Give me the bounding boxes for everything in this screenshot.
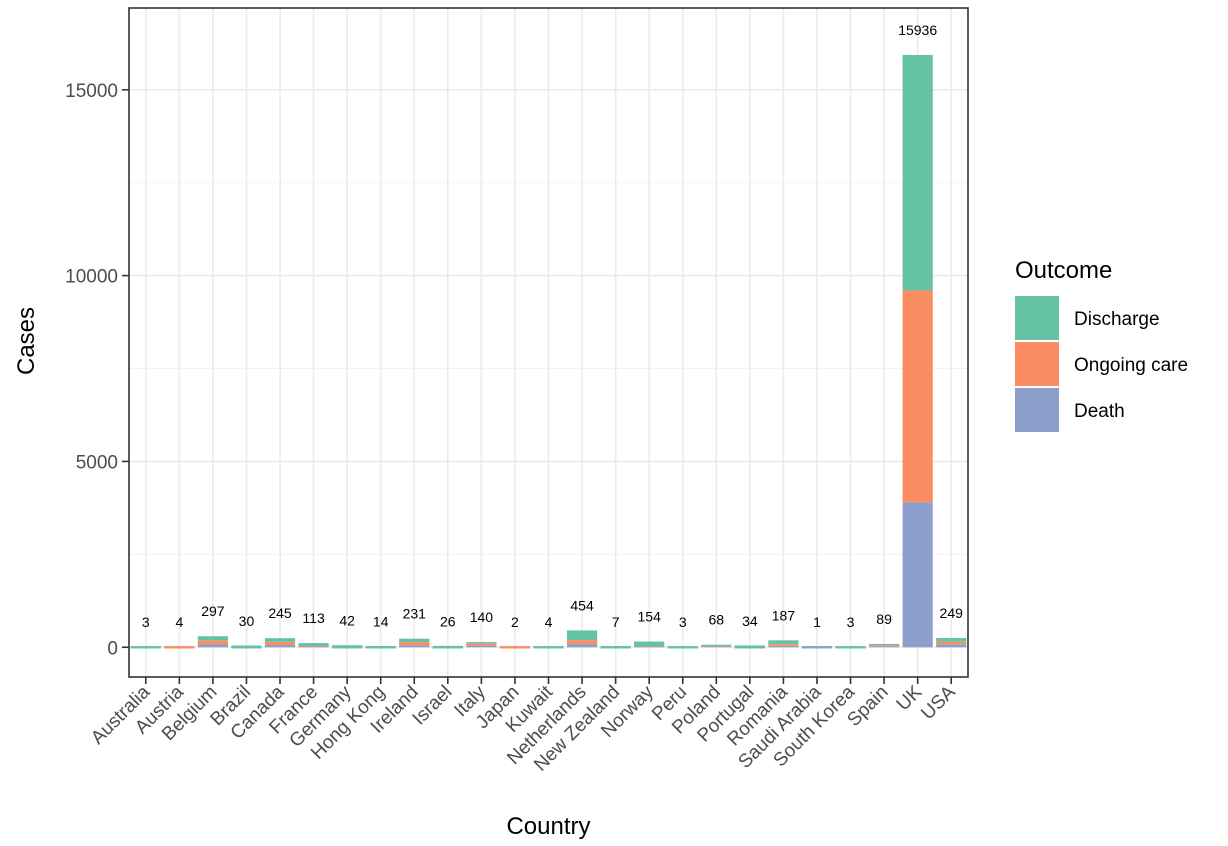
bar-romania-ongoing-care <box>768 643 799 646</box>
bar-norway-discharge <box>634 641 665 647</box>
x-tick-label: USA <box>917 681 960 724</box>
bar-italy-discharge <box>466 642 497 644</box>
legend: Outcome Discharge Ongoing care Death <box>1015 257 1188 432</box>
data-label: 154 <box>638 609 662 625</box>
data-label: 68 <box>709 612 725 628</box>
data-label: 4 <box>175 614 183 630</box>
data-label: 89 <box>876 611 892 627</box>
bar-baseline-south-korea <box>835 646 866 649</box>
data-label: 30 <box>239 613 255 629</box>
legend-key <box>1015 296 1059 340</box>
data-label: 7 <box>612 614 620 630</box>
data-label: 4 <box>545 614 553 630</box>
legend-title: Outcome <box>1015 257 1112 284</box>
y-tick-label: 5000 <box>76 452 118 473</box>
bar-usa-ongoing-care <box>936 641 967 645</box>
bar-belgium-ongoing-care <box>197 640 229 645</box>
bar-spain-discharge <box>868 643 900 646</box>
bar-baseline-saudi-arabia <box>801 646 833 649</box>
bar-baseline-germany <box>332 646 363 649</box>
data-label: 42 <box>339 613 355 629</box>
bar-canada-death <box>264 645 296 648</box>
data-label: 15936 <box>898 22 937 38</box>
bar-netherlands-ongoing-care <box>566 640 598 644</box>
bar-ireland-ongoing-care <box>399 642 430 646</box>
bar-usa-death <box>936 644 967 648</box>
y-tick-label: 15000 <box>65 81 118 102</box>
data-label: 297 <box>201 603 225 619</box>
y-axis: 0 5000 10000 15000 <box>65 81 129 659</box>
bar-france-discharge <box>298 643 329 646</box>
bar-italy-ongoing-care <box>466 643 497 646</box>
data-label: 1 <box>813 614 821 630</box>
bar-poland-discharge <box>701 644 732 647</box>
data-label: 140 <box>470 609 494 625</box>
legend-label: Discharge <box>1074 309 1160 330</box>
bar-romania-discharge <box>768 640 799 644</box>
bar-norway-death <box>634 646 665 648</box>
bar-uk-discharge <box>902 54 933 291</box>
data-label: 113 <box>302 610 325 626</box>
bar-baseline-peru <box>667 646 698 649</box>
bar-canada-ongoing-care <box>264 641 296 646</box>
bar-netherlands-discharge <box>566 630 598 641</box>
data-label: 14 <box>373 614 389 630</box>
data-label: 26 <box>440 613 456 629</box>
x-axis-title: Country <box>506 813 590 840</box>
bar-baseline-new-zealand <box>600 646 631 649</box>
bar-belgium-death <box>197 644 229 648</box>
bar-ireland-death <box>399 645 430 648</box>
bar-baseline-japan <box>499 646 531 649</box>
grid-lines <box>129 8 968 677</box>
bar-baseline-australia <box>130 646 161 649</box>
bar-poland-ongoing-care <box>701 645 732 647</box>
legend-label: Ongoing care <box>1074 355 1188 376</box>
legend-key <box>1015 342 1059 386</box>
bar-portugal-discharge <box>734 645 765 647</box>
bar-baseline-hong-kong <box>365 646 396 649</box>
data-label: 3 <box>679 614 687 630</box>
data-label: 249 <box>940 605 964 621</box>
legend-label: Death <box>1074 401 1125 422</box>
bar-uk-ongoing-care <box>902 290 933 503</box>
bar-romania-death <box>768 645 799 648</box>
bar-italy-death <box>466 645 497 648</box>
bar-belgium-discharge <box>197 636 229 641</box>
x-tick-label: Israel <box>409 682 457 730</box>
bar-usa-discharge <box>936 638 967 642</box>
y-tick-label: 0 <box>107 638 118 659</box>
bar-poland-death <box>701 646 732 648</box>
bar-france-death <box>298 646 329 648</box>
y-tick-label: 10000 <box>65 267 118 288</box>
y-axis-title: Cases <box>13 307 40 375</box>
bar-ireland-discharge <box>399 638 430 643</box>
bar-baseline-austria <box>164 646 195 649</box>
bar-germany-discharge <box>332 645 363 646</box>
bar-baseline-kuwait <box>533 646 564 649</box>
x-axis: AustraliaAustriaBelgiumBrazilCanadaFranc… <box>87 677 960 776</box>
data-label: 34 <box>742 613 758 629</box>
bars <box>130 54 967 649</box>
legend-key <box>1015 388 1059 432</box>
bar-baseline-israel <box>432 646 463 649</box>
data-label: 2 <box>511 614 519 630</box>
data-label: 3 <box>142 614 150 630</box>
bar-netherlands-death <box>566 643 598 648</box>
data-label: 231 <box>403 606 427 622</box>
bar-canada-discharge <box>264 638 296 642</box>
bar-baseline-portugal <box>734 646 765 649</box>
bar-brazil-discharge <box>231 645 262 647</box>
data-label: 454 <box>570 597 594 613</box>
bar-spain-ongoing-care <box>868 645 900 647</box>
data-label: 187 <box>772 607 796 623</box>
bar-uk-death <box>902 502 933 648</box>
bar-baseline-brazil <box>231 646 262 649</box>
data-label: 3 <box>847 614 855 630</box>
bar-spain-death <box>868 646 900 648</box>
bar-france-ongoing-care <box>298 645 329 647</box>
data-label: 245 <box>268 605 292 621</box>
